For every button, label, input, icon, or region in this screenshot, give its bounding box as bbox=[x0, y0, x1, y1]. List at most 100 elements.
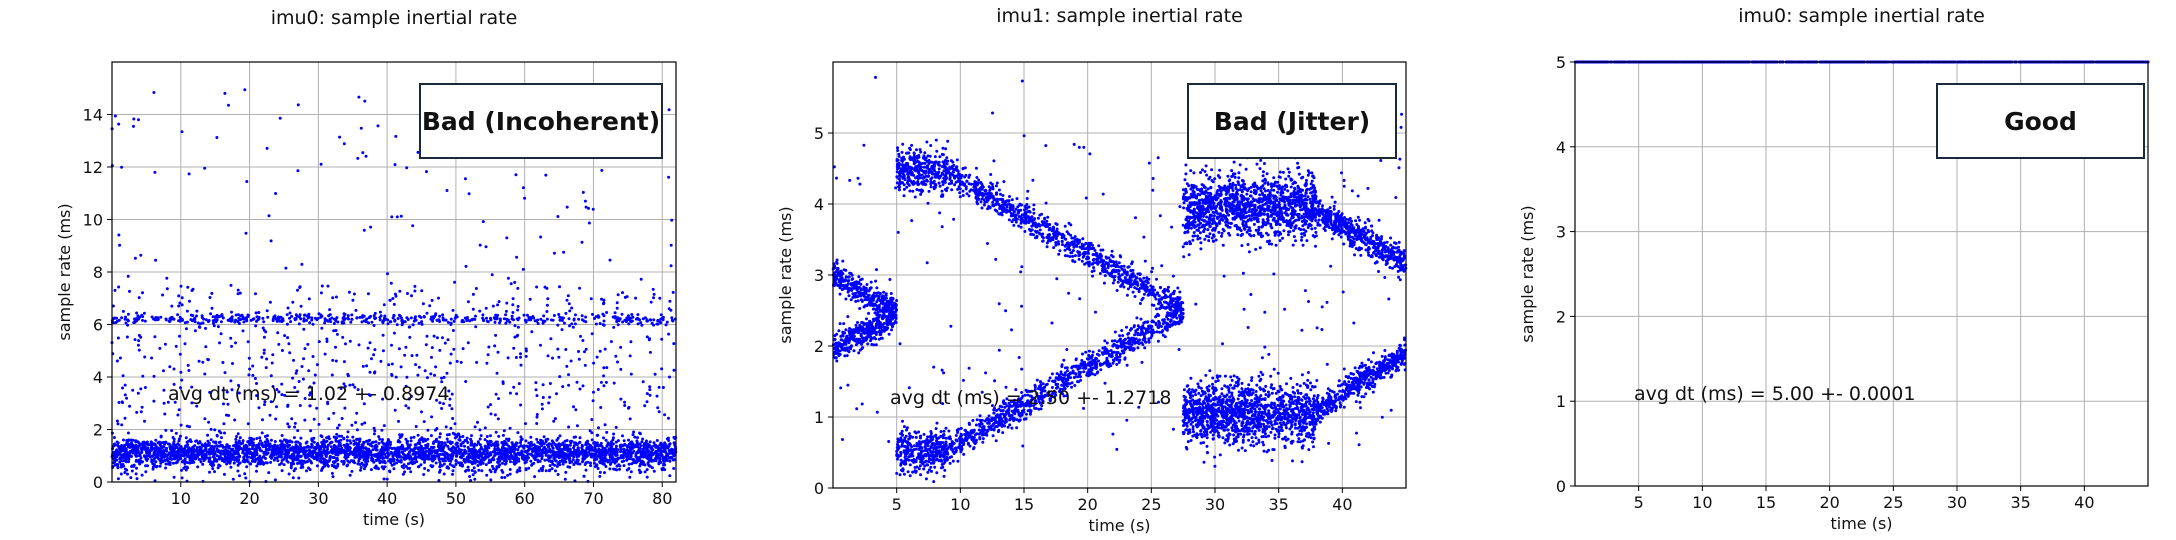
point bbox=[176, 413, 180, 417]
point bbox=[630, 462, 634, 466]
point bbox=[424, 343, 428, 347]
point bbox=[320, 435, 324, 439]
point bbox=[568, 324, 571, 328]
point bbox=[871, 307, 875, 311]
point bbox=[135, 466, 138, 470]
point bbox=[307, 458, 311, 462]
point bbox=[261, 445, 265, 449]
point bbox=[626, 314, 630, 318]
point bbox=[154, 438, 158, 442]
point bbox=[452, 347, 456, 351]
point bbox=[297, 322, 301, 326]
point bbox=[127, 457, 131, 461]
point bbox=[186, 443, 190, 447]
point bbox=[600, 168, 604, 172]
point bbox=[147, 454, 151, 458]
point bbox=[389, 450, 393, 454]
point bbox=[446, 338, 450, 342]
point bbox=[478, 454, 482, 457]
point bbox=[608, 467, 612, 471]
point bbox=[347, 290, 351, 294]
point bbox=[405, 456, 409, 460]
point bbox=[603, 457, 607, 461]
point bbox=[311, 355, 315, 358]
point bbox=[248, 436, 252, 440]
point bbox=[426, 468, 430, 472]
point bbox=[496, 350, 500, 354]
point bbox=[139, 442, 143, 446]
point bbox=[424, 439, 428, 443]
point bbox=[493, 320, 497, 324]
point bbox=[326, 443, 330, 447]
point bbox=[588, 429, 592, 433]
point bbox=[142, 454, 146, 458]
point bbox=[344, 342, 347, 346]
point bbox=[399, 214, 403, 218]
point bbox=[392, 314, 396, 318]
point bbox=[271, 448, 275, 452]
point bbox=[481, 456, 485, 460]
point bbox=[150, 356, 154, 360]
point bbox=[544, 173, 548, 177]
point bbox=[175, 460, 179, 464]
point bbox=[847, 294, 851, 298]
point bbox=[428, 447, 432, 451]
point bbox=[535, 422, 539, 425]
point bbox=[346, 430, 350, 434]
point bbox=[438, 314, 442, 318]
point bbox=[422, 420, 426, 424]
point bbox=[430, 346, 434, 350]
point bbox=[489, 458, 493, 462]
point bbox=[313, 373, 317, 377]
point bbox=[535, 285, 539, 289]
point bbox=[237, 322, 241, 325]
point bbox=[429, 434, 433, 438]
point bbox=[574, 452, 578, 456]
point bbox=[218, 341, 221, 345]
point bbox=[165, 287, 169, 291]
point bbox=[857, 275, 861, 279]
point bbox=[229, 336, 233, 340]
point bbox=[521, 186, 525, 190]
point bbox=[609, 452, 613, 456]
point bbox=[497, 455, 501, 459]
point bbox=[507, 444, 511, 448]
point bbox=[545, 303, 549, 307]
point bbox=[372, 353, 376, 357]
point bbox=[548, 382, 552, 385]
point bbox=[464, 380, 468, 383]
point bbox=[219, 332, 223, 336]
point bbox=[200, 314, 204, 318]
point bbox=[432, 334, 436, 338]
point bbox=[411, 452, 415, 456]
point bbox=[603, 471, 606, 475]
point bbox=[672, 441, 676, 445]
point bbox=[578, 451, 582, 455]
point bbox=[502, 459, 506, 463]
point bbox=[136, 343, 140, 347]
point bbox=[357, 437, 361, 441]
point bbox=[356, 462, 360, 466]
point bbox=[452, 446, 455, 450]
point bbox=[449, 426, 453, 430]
point bbox=[513, 335, 517, 339]
point bbox=[430, 449, 434, 453]
point bbox=[455, 453, 459, 457]
point bbox=[193, 444, 197, 448]
point bbox=[623, 400, 627, 404]
point bbox=[619, 367, 623, 371]
point bbox=[555, 465, 559, 468]
point bbox=[188, 425, 191, 429]
point bbox=[479, 434, 483, 438]
point bbox=[609, 445, 613, 449]
point bbox=[152, 91, 156, 94]
point bbox=[629, 340, 633, 344]
point bbox=[206, 358, 210, 362]
point bbox=[126, 274, 130, 278]
point bbox=[343, 406, 347, 410]
point bbox=[497, 397, 500, 401]
point bbox=[338, 135, 342, 139]
point bbox=[468, 460, 472, 463]
point bbox=[442, 462, 446, 466]
point bbox=[421, 455, 425, 459]
